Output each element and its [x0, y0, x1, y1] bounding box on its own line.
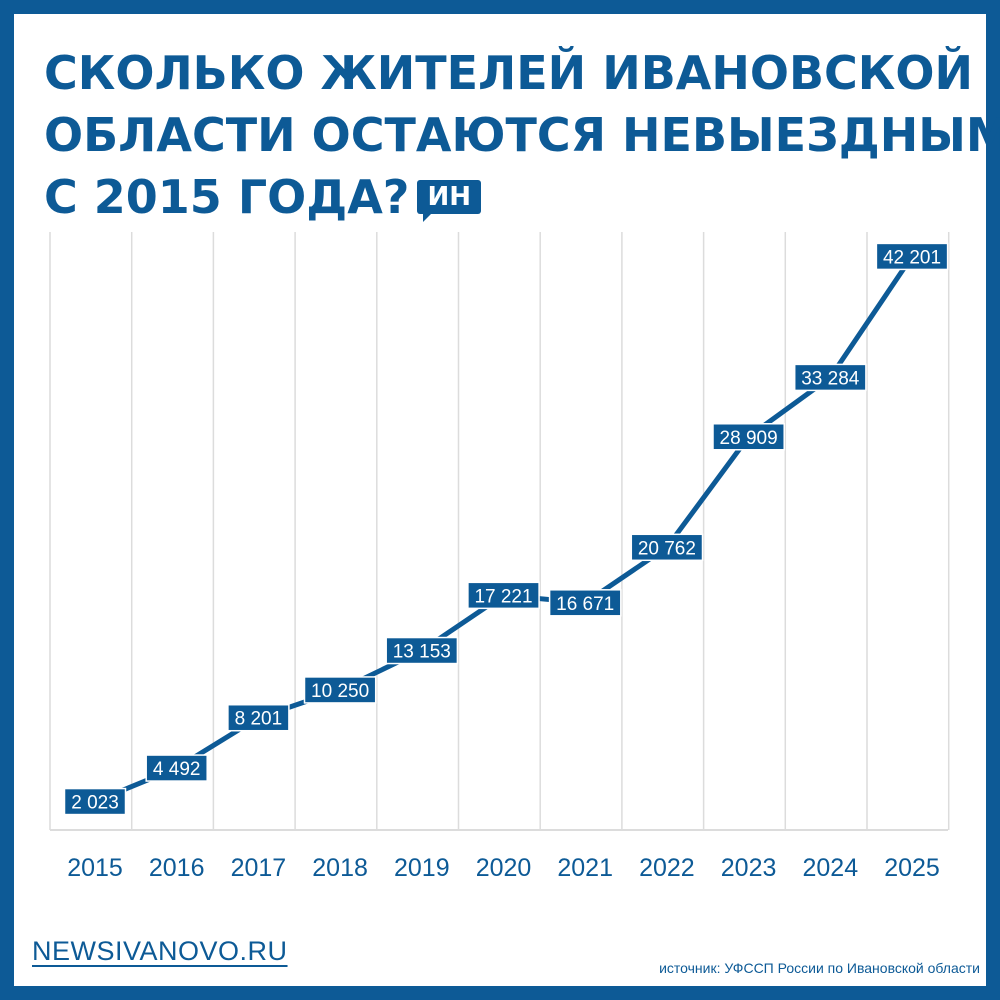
title-line-2: ОБЛАСТИ ОСТАЮТСЯ НЕВЫЕЗДНЫМИ: [44, 108, 1000, 162]
data-label-box: [712, 423, 785, 451]
data-label-box: [793, 363, 867, 392]
site-link[interactable]: NEWSIVANOVO.RU: [32, 936, 288, 966]
data-label-text: 2 023: [71, 793, 119, 814]
data-label-text: 42 201: [883, 247, 941, 268]
data-label-text: 17 221: [474, 586, 532, 607]
data-label-2015: 2 023: [63, 787, 127, 816]
x-tick-label: 2017: [231, 854, 287, 882]
data-label-2024: 33 284: [793, 363, 867, 392]
data-label-2022: 20 762: [630, 533, 704, 562]
data-labels: 2 023 4 492 8 201 10 250 13 153 17 221 16 671 2…: [63, 242, 949, 816]
data-label-text: 28 909: [720, 428, 778, 449]
data-label-box: [145, 754, 208, 782]
x-tick-label: 2016: [149, 854, 205, 882]
x-tick-label: 2019: [394, 854, 450, 882]
page-title: СКОЛЬКО ЖИТЕЛЕЙ ИВАНОВСКОЙ ОБЛАСТИ ОСТАЮ…: [44, 42, 1000, 228]
x-tick-label: 2024: [802, 854, 858, 882]
data-label-2020: 17 221: [467, 581, 540, 610]
data-label-text: 13 153: [393, 642, 451, 663]
data-label-text: 4 492: [153, 759, 201, 780]
data-label-box: [548, 589, 622, 617]
data-label-2019: 13 153: [385, 636, 459, 665]
data-label-text: 20 762: [638, 538, 696, 559]
grid: [49, 232, 950, 830]
data-label-box: [303, 676, 377, 704]
x-axis-ticks: 2015 2016 2017 2018 2019 2020 2021 2022 2023 2024…: [67, 854, 940, 882]
x-tick-label: 2015: [67, 854, 123, 882]
x-tick-label: 2023: [721, 854, 777, 882]
data-label-2023: 28 909: [712, 423, 785, 451]
data-label-2025: 42 201: [875, 242, 949, 271]
data-label-2016: 4 492: [145, 754, 208, 782]
title-line-3-text: С 2015 ГОДА?: [44, 170, 410, 224]
data-label-box: [385, 636, 459, 665]
data-label-text: 10 250: [311, 681, 369, 702]
series-line: [92, 253, 915, 805]
x-tick-label: 2025: [884, 854, 940, 882]
x-tick-label: 2020: [476, 854, 532, 882]
infographic-card: СКОЛЬКО ЖИТЕЛЕЙ ИВАНОВСКОЙ ОБЛАСТИ ОСТАЮ…: [14, 14, 1000, 986]
x-tick-label: 2021: [557, 854, 613, 882]
data-label-box: [630, 533, 704, 562]
data-label-box: [63, 787, 127, 816]
source-note: источник: УФССП России по Ивановской обл…: [659, 960, 980, 976]
title-line-1: СКОЛЬКО ЖИТЕЛЕЙ ИВАНОВСКОЙ: [44, 46, 973, 100]
data-label-text: 8 201: [235, 709, 283, 730]
x-tick-label: 2018: [312, 854, 368, 882]
brand-badge: ИН: [417, 180, 482, 222]
data-label-box: [467, 581, 540, 610]
data-label-text: 16 671: [556, 594, 614, 615]
data-label-2018: 10 250: [303, 676, 377, 704]
line-chart: 2 023 4 492 8 201 10 250 13 153 17 221 16 671 2…: [49, 232, 950, 882]
data-label-text: 33 284: [801, 368, 860, 389]
data-label-box: [875, 242, 949, 271]
title-line-3: С 2015 ГОДА? ИН: [44, 166, 984, 228]
x-tick-label: 2022: [639, 854, 695, 882]
data-label-2017: 8 201: [227, 703, 290, 732]
data-label-box: [227, 703, 290, 732]
data-label-2021: 16 671: [548, 589, 622, 617]
